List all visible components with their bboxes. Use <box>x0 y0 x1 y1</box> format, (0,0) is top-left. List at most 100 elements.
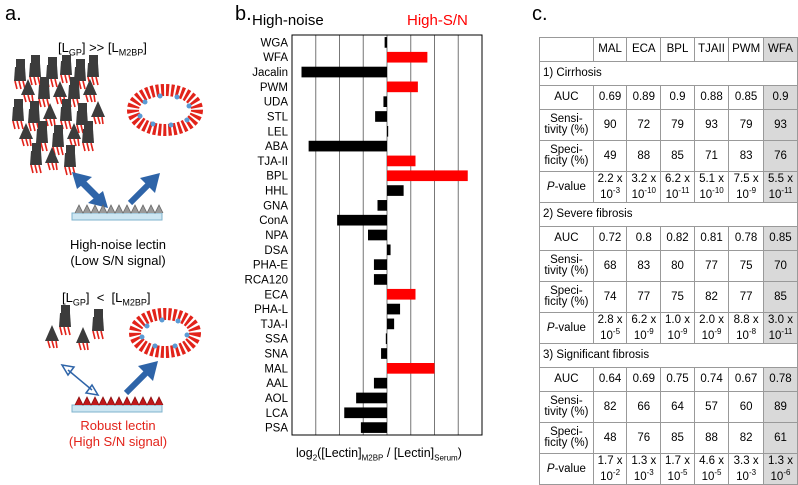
category-label: GNA <box>263 200 288 212</box>
p-value-cell: 1.3 x 10-6 <box>763 453 798 485</box>
arrow-right <box>127 173 160 206</box>
section-title: 2) Severe fibrosis <box>539 202 798 227</box>
category-labels: WGA WFA Jacalin PWM UDA STL LEL ABA TJA-II BPL HHL… <box>245 37 289 434</box>
table-row: AUC 0.64 0.69 0.75 0.74 0.67 0.78 <box>539 367 798 392</box>
auc-cell: 0.9 <box>763 85 798 110</box>
specificity-cell: 74 <box>592 281 628 313</box>
auc-cell: 0.88 <box>693 85 730 110</box>
sensitivity-cell: 66 <box>626 391 662 423</box>
category-label: PHA-L <box>254 304 288 316</box>
sensitivity-cell: 68 <box>592 250 628 282</box>
bar-eca <box>387 288 416 300</box>
auc-cell: 0.8 <box>626 226 662 251</box>
category-label: WFA <box>263 52 288 64</box>
category-label: PSA <box>265 423 288 435</box>
specificity-cell: 48 <box>592 422 628 454</box>
category-label: PHA-E <box>253 260 288 272</box>
p-value-cell: 2.8 x 10-5 <box>592 312 628 344</box>
p-value-cell: 3.3 x 10-3 <box>728 453 764 485</box>
bar-cona <box>337 214 387 226</box>
specificity-cell: 77 <box>626 281 662 313</box>
sensitivity-cell: 64 <box>660 391 695 423</box>
category-label: ABA <box>265 141 288 153</box>
performance-table: MAL ECA BPL TJAII PWM WFA 1) Cirrhosis AU… <box>539 37 798 485</box>
specificity-cell: 75 <box>660 281 695 313</box>
auc-cell: 0.74 <box>693 367 730 392</box>
equation-1: [LGP] >> [LM2BP] <box>58 40 147 58</box>
p-value-cell: 5.5 x 10-11 <box>763 171 798 203</box>
auc-cell: 0.82 <box>660 226 695 251</box>
table-row: AUC 0.69 0.89 0.9 0.88 0.85 0.9 <box>539 85 798 110</box>
specificity-cell: 61 <box>763 422 798 454</box>
sensitivity-cell: 70 <box>763 250 798 282</box>
section-title: 3) Significant fibrosis <box>539 343 798 368</box>
bar-stl <box>375 111 387 122</box>
panel-label-b: b. <box>235 3 252 25</box>
gp-molecules-sparse <box>44 305 105 351</box>
auc-cell: 0.72 <box>592 226 628 251</box>
x-axis-label: log2([Lectin]M2BP / [Lectin]Serum) <box>296 446 462 463</box>
category-label: MAL <box>264 363 288 375</box>
lectin-surface-2 <box>71 396 164 413</box>
m2bp-ring-2 <box>129 308 201 358</box>
thick-arrow <box>123 361 158 396</box>
specificity-cell: 76 <box>763 140 798 172</box>
sensitivity-cell: 93 <box>763 109 798 141</box>
p-value-cell: 2.2 x 10-3 <box>592 171 628 203</box>
bar-aba <box>308 140 387 152</box>
section-title-row: 2) Severe fibrosis <box>539 202 798 227</box>
category-label: ECA <box>264 289 288 301</box>
p-value-cell: 8.8 x 10-8 <box>728 312 764 344</box>
section-title-row: 1) Cirrhosis <box>539 61 798 86</box>
sensitivity-cell: 72 <box>626 109 662 141</box>
double-arrow-left <box>72 172 108 208</box>
bar-aol <box>356 392 387 404</box>
auc-cell: 0.81 <box>693 226 730 251</box>
sensitivity-cell: 77 <box>693 250 730 282</box>
category-label: BPL <box>266 171 288 183</box>
category-label: HHL <box>265 186 289 198</box>
specificity-cell: 71 <box>693 140 730 172</box>
bar-bpl <box>387 170 468 182</box>
specificity-cell: 82 <box>693 281 730 313</box>
category-label: STL <box>267 111 289 123</box>
bar-mal <box>387 363 435 374</box>
auc-cell: 0.78 <box>728 226 764 251</box>
category-label: TJA-I <box>261 319 288 331</box>
panel-a-bottom-illustration <box>44 305 201 413</box>
category-label: AAL <box>266 378 288 390</box>
header-eca: ECA <box>626 37 662 62</box>
high-noise-caption: High-noise lectin (Low S/N signal) <box>69 237 167 268</box>
sensitivity-cell: 90 <box>592 109 628 141</box>
specificity-cell: 83 <box>728 140 764 172</box>
bar-lel <box>387 125 389 137</box>
specificity-cell: 88 <box>693 422 730 454</box>
section-title: 1) Cirrhosis <box>539 61 798 86</box>
lectin-surface-1 <box>71 204 164 221</box>
sensitivity-cell: 79 <box>728 109 764 141</box>
specificity-cell: 85 <box>660 422 695 454</box>
bar-pha-l <box>387 303 401 315</box>
bar-dsa <box>387 244 391 256</box>
table-row: Speci-ficity (%) 49 88 85 71 83 76 <box>539 140 798 172</box>
table-row: AUC 0.72 0.8 0.82 0.81 0.78 0.85 <box>539 226 798 251</box>
category-label: Jacalin <box>252 67 288 79</box>
table-row: Speci-ficity (%) 74 77 75 82 77 85 <box>539 281 798 313</box>
bar-uda <box>383 96 387 107</box>
category-label: LEL <box>268 126 289 138</box>
table-row: Sensi-tivity (%) 90 72 79 93 79 93 <box>539 109 798 141</box>
p-value-cell: 1.3 x 10-3 <box>626 453 662 485</box>
lectin-bar-chart: WGA WFA Jacalin PWM UDA STL LEL ABA TJA-II BPL HHL… <box>245 34 483 436</box>
auc-cell: 0.67 <box>728 367 764 392</box>
header-mal: MAL <box>592 37 628 62</box>
sensitivity-cell: 82 <box>592 391 628 423</box>
bar-hhl <box>387 185 404 196</box>
specificity-cell: 82 <box>728 422 764 454</box>
p-value-cell: 5.1 x 10-10 <box>693 171 730 203</box>
bar-lca <box>344 407 387 419</box>
auc-cell: 0.89 <box>626 85 662 110</box>
bar-psa <box>360 422 387 433</box>
p-value-cell: 4.6 x 10-5 <box>693 453 730 485</box>
